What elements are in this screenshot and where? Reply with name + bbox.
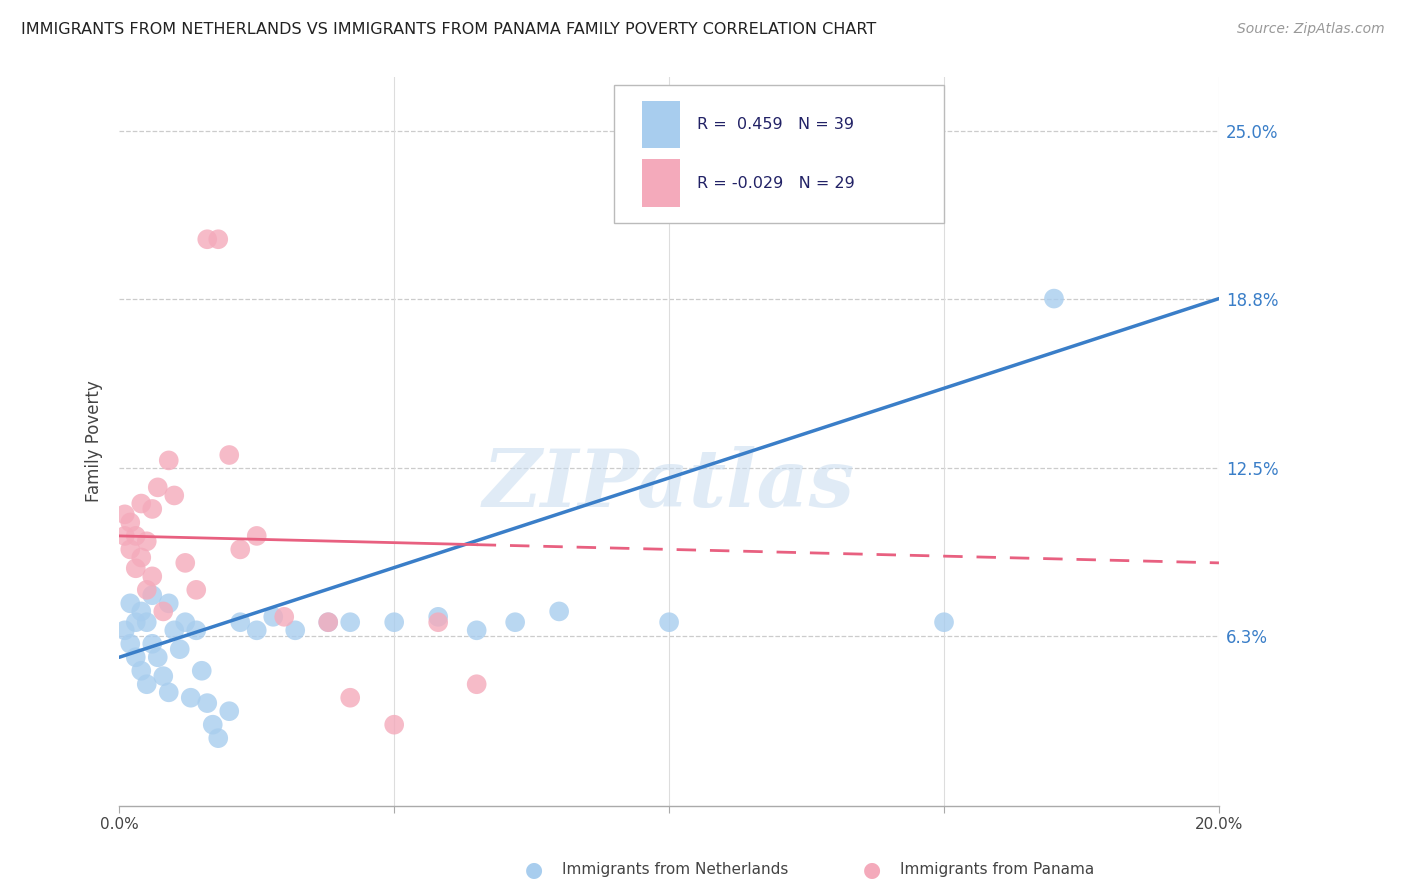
Point [163,488,186,502]
Point [427,615,450,630]
Point [169,642,191,657]
Point [284,624,307,638]
Point [246,529,269,543]
Point [229,542,252,557]
Point [120,516,142,530]
Text: ●: ● [863,860,880,880]
Point [207,731,229,746]
Point [229,615,252,630]
Point [135,582,157,597]
Point [174,615,197,630]
Point [152,604,174,618]
Point [141,502,163,516]
Point [141,588,163,602]
Point [190,664,212,678]
Point [120,637,142,651]
Text: ZIPatlas: ZIPatlas [484,447,855,524]
Text: R = -0.029   N = 29: R = -0.029 N = 29 [696,176,855,191]
Point [157,453,180,467]
Point [146,650,169,665]
Point [339,690,361,705]
Point [195,696,218,710]
Point [135,677,157,691]
Point [658,615,681,630]
Text: Immigrants from Netherlands: Immigrants from Netherlands [562,863,789,877]
Point [174,556,197,570]
Y-axis label: Family Poverty: Family Poverty [86,381,103,502]
Point [129,604,152,618]
Text: R =  0.459   N = 39: R = 0.459 N = 39 [696,117,853,132]
Point [382,717,405,731]
Point [382,615,405,630]
Point [316,615,339,630]
Point [146,480,169,494]
Point [141,569,163,583]
Point [932,615,955,630]
Point [186,582,208,597]
Point [125,615,148,630]
Point [316,615,339,630]
Point [135,534,157,549]
Point [120,596,142,610]
Point [427,609,450,624]
Point [207,232,229,246]
Point [125,529,148,543]
Point [157,685,180,699]
Text: Immigrants from Panama: Immigrants from Panama [900,863,1094,877]
Point [152,669,174,683]
Point [186,624,208,638]
Point [1043,292,1066,306]
Bar [641,101,681,148]
Bar [641,160,681,207]
Point [218,704,240,718]
Point [157,596,180,610]
Point [114,529,136,543]
Point [163,624,186,638]
Point [195,232,218,246]
Point [129,664,152,678]
Point [246,624,269,638]
Point [273,609,295,624]
Point [201,717,224,731]
Text: Source: ZipAtlas.com: Source: ZipAtlas.com [1237,22,1385,37]
Point [180,690,202,705]
Point [339,615,361,630]
Point [262,609,284,624]
Point [141,637,163,651]
Point [125,650,148,665]
Text: IMMIGRANTS FROM NETHERLANDS VS IMMIGRANTS FROM PANAMA FAMILY POVERTY CORRELATION: IMMIGRANTS FROM NETHERLANDS VS IMMIGRANT… [21,22,876,37]
Point [218,448,240,462]
Point [114,624,136,638]
Point [548,604,571,618]
Point [135,615,157,630]
Point [465,677,488,691]
FancyBboxPatch shape [614,85,943,223]
Point [465,624,488,638]
Point [120,542,142,557]
Text: ●: ● [526,860,543,880]
Point [125,561,148,575]
Point [129,497,152,511]
Point [114,508,136,522]
Point [129,550,152,565]
Point [503,615,526,630]
